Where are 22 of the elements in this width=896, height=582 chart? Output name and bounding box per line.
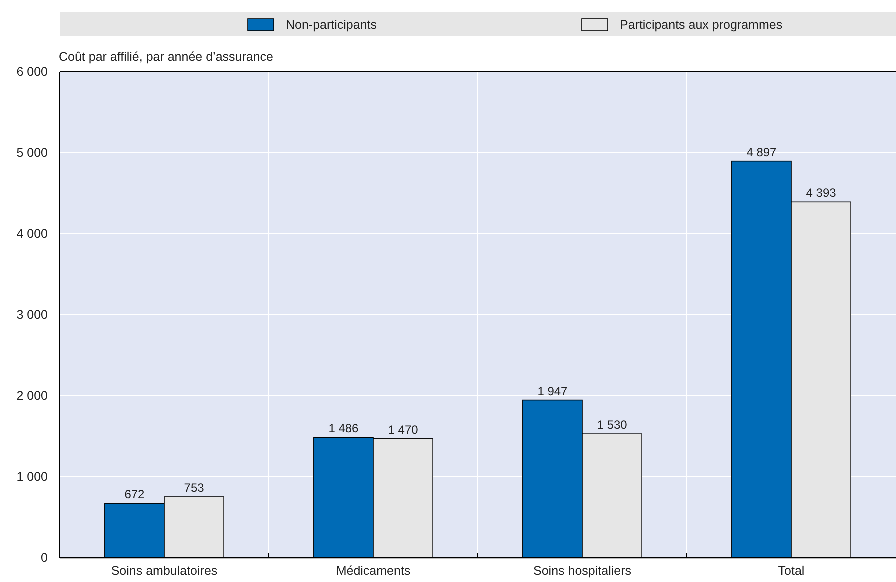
y-tick-label: 0	[41, 551, 48, 565]
legend-label: Participants aux programmes	[620, 18, 783, 32]
x-tick-label: Soins hospitaliers	[534, 564, 632, 578]
data-label: 4 393	[806, 186, 837, 200]
y-axis-title: Coût par affilié, par année d’assurance	[59, 50, 274, 64]
data-label: 1 470	[388, 422, 419, 437]
x-tick-label: Total	[778, 564, 805, 578]
x-tick-label: Soins ambulatoires	[111, 564, 218, 578]
y-tick-label: 2 000	[16, 389, 48, 403]
y-tick-label: 4 000	[16, 227, 48, 241]
data-label: 1 486	[328, 422, 360, 436]
x-tick-label: Médicaments	[336, 564, 411, 578]
data-label: 1 947	[538, 384, 568, 398]
data-label: 1 530	[597, 418, 628, 432]
legend-label: Non-participants	[286, 18, 378, 32]
y-tick-label: 6 000	[16, 65, 48, 79]
data-label: 4 897	[746, 145, 778, 160]
y-tick-label: 1 000	[16, 470, 48, 484]
data-label: 672	[124, 488, 146, 502]
y-tick-label: 5 000	[16, 146, 48, 160]
y-tick-label: 3 000	[16, 308, 48, 322]
data-label: 753	[184, 481, 205, 496]
